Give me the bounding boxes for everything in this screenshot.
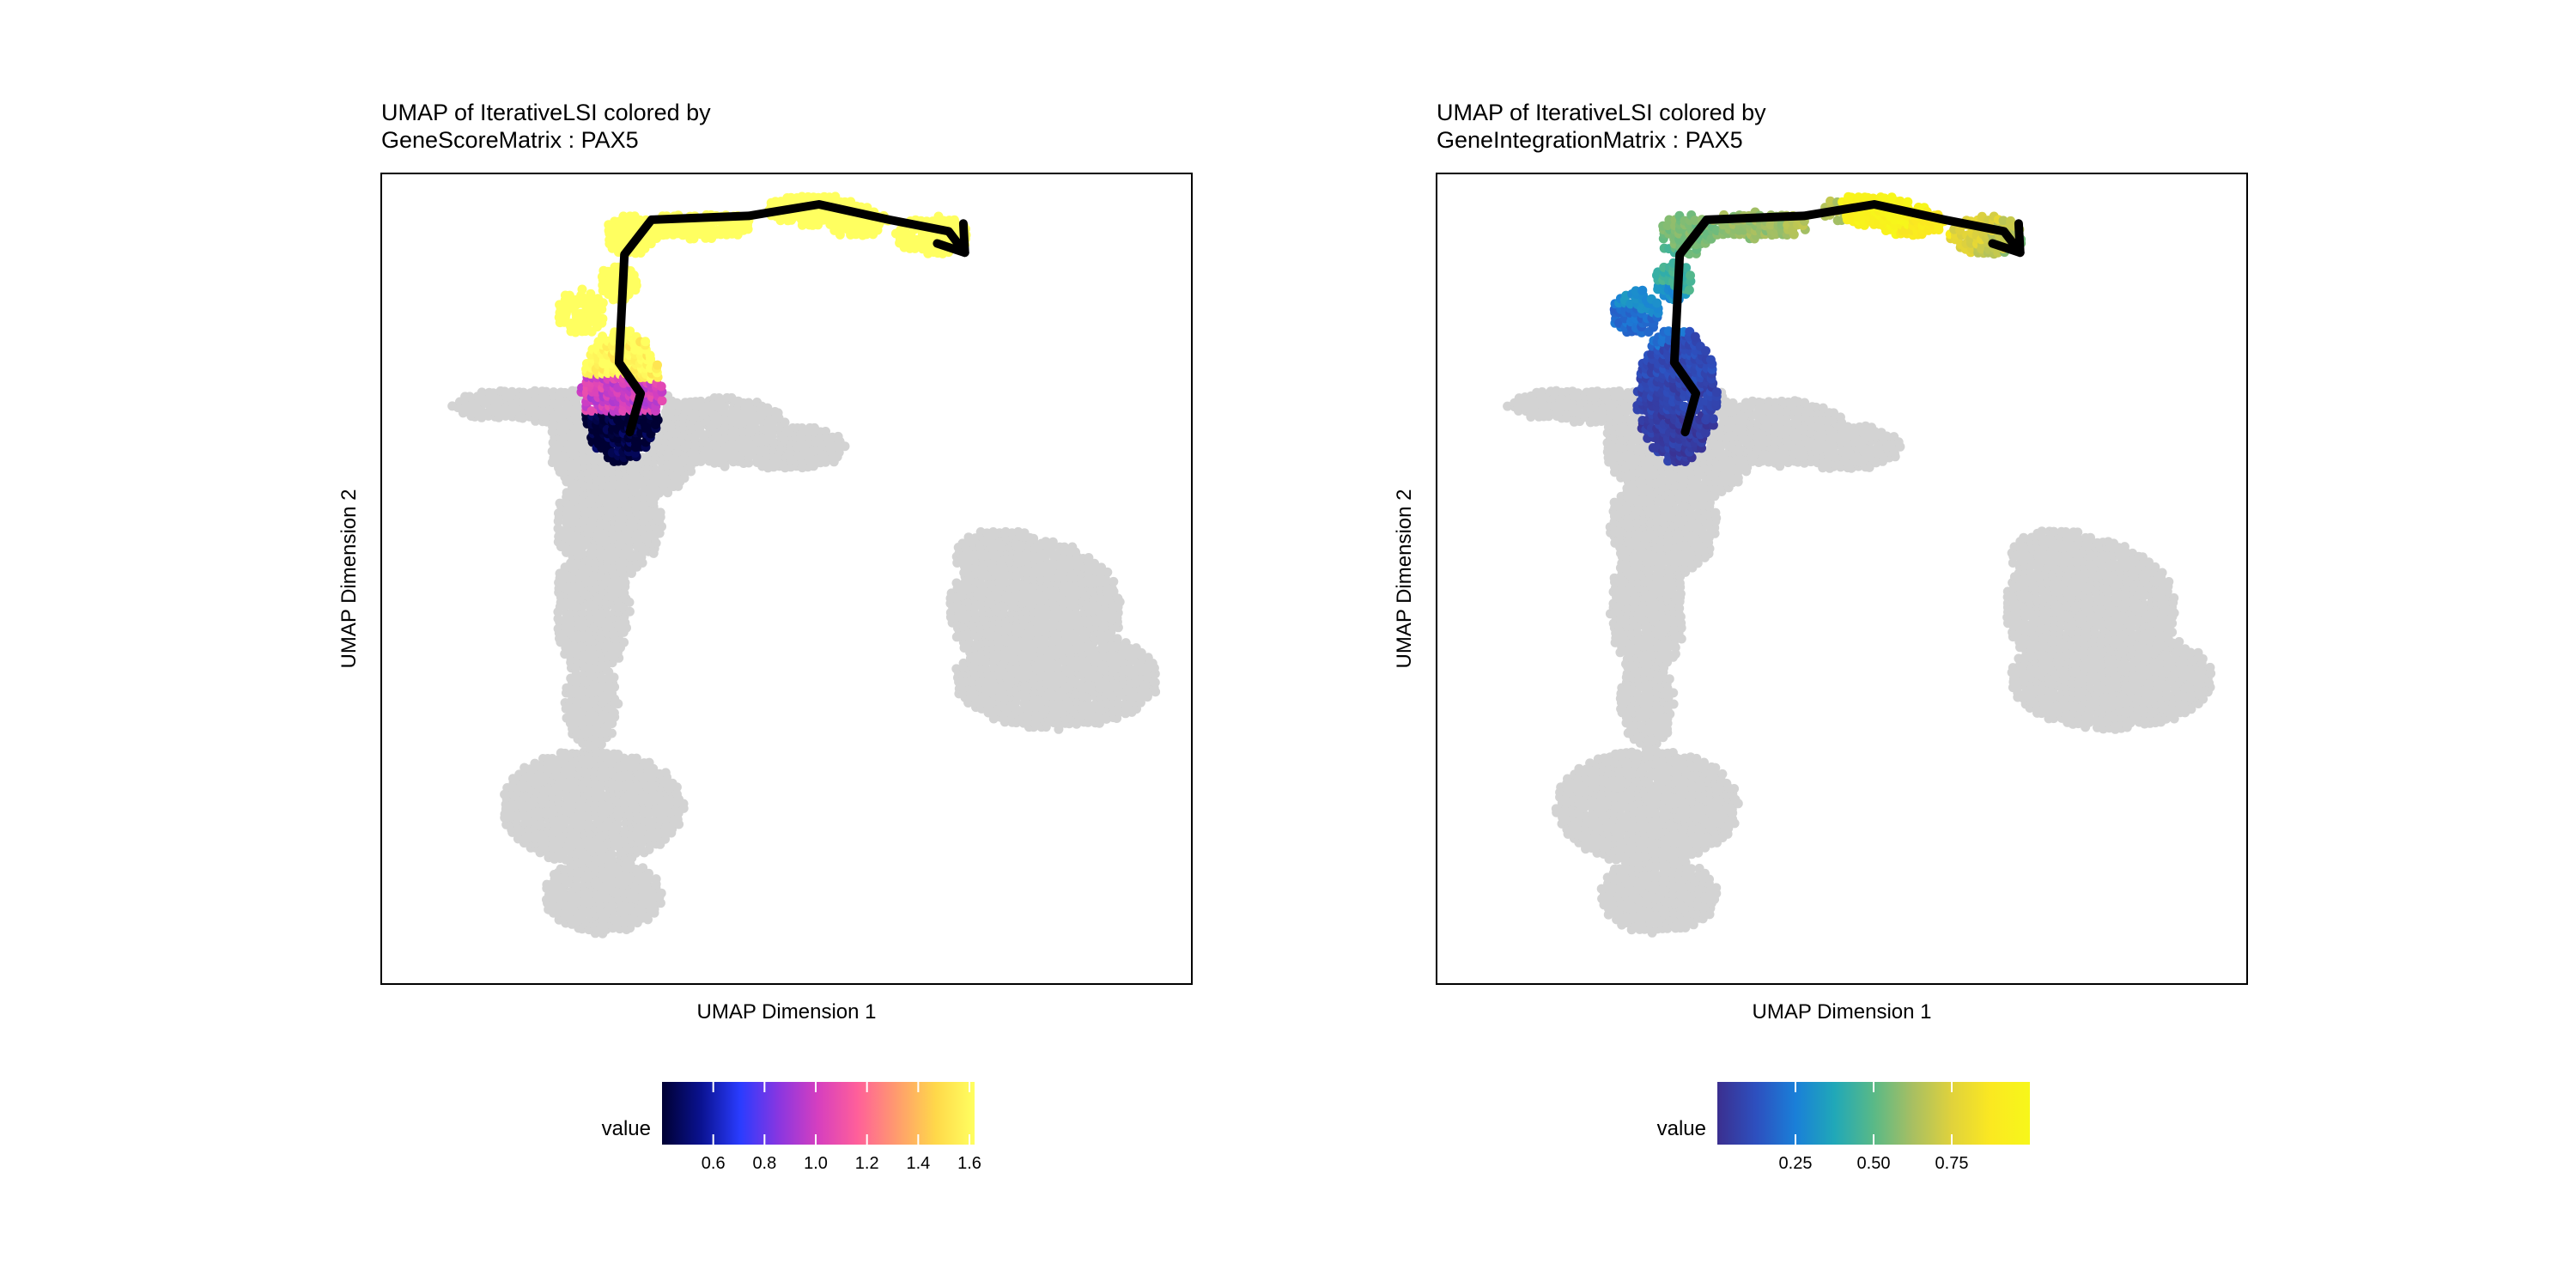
chart-title: UMAP of IterativeLSI colored by [381,100,711,125]
cell-point [646,350,655,360]
cell-point-background [1109,577,1118,586]
legend-tick-label: 1.2 [855,1154,879,1173]
cell-point [578,285,587,295]
cell-point-background [652,874,661,884]
cell-point [598,298,608,307]
cell-point [657,382,666,392]
cell-point-background [619,638,629,647]
legend-tick-label: 0.8 [752,1154,776,1173]
cell-point-background [613,699,623,708]
cell-point-background [661,768,671,777]
cell-point [641,337,650,346]
legend-tick-label: 1.6 [957,1154,981,1173]
chart-subtitle: GeneScoreMatrix : PAX5 [381,127,639,153]
cell-point-background [610,672,619,682]
cell-point-background [774,408,783,417]
cell-point-background [1103,568,1112,577]
x-axis-label: UMAP Dimension 1 [697,1000,877,1024]
umap-panel-gene-score: UMAP of IterativeLSI colored by GeneScor… [337,100,1192,1173]
chart-subtitle: GeneIntegrationMatrix : PAX5 [1437,127,1743,153]
cell-point-background [841,441,850,451]
legend-tick-label: 0.6 [702,1154,726,1173]
cell-point-background [625,598,635,607]
y-axis-label: UMAP Dimension 2 [337,489,361,669]
cell-point-background [1113,593,1122,603]
cell-point-background [1632,750,1642,759]
cell-point [598,314,607,324]
legend-tick-label: 1.0 [804,1154,828,1173]
legend-colorbar [662,1082,975,1145]
cell-point [629,270,639,280]
cell-point-background [1148,659,1157,668]
cell-point-background [625,607,635,617]
cell-point-background [679,799,689,809]
color-legend: value 0.6 0.8 1.0 1.2 1.4 1.6 [602,1082,981,1173]
chart-title: UMAP of IterativeLSI colored by [1437,100,1766,125]
legend-tick-label: 1.4 [906,1154,930,1173]
cell-point-background [607,729,617,738]
cell-point [653,361,662,370]
cell-points [447,191,1160,938]
cell-point-background [781,417,790,427]
cell-point-background [1029,534,1038,544]
cell-point-background [1071,548,1080,557]
cell-points [1503,192,2215,938]
umap-panel-gene-integration: UMAP of IterativeLSI colored by GeneInte… [1393,100,2247,1173]
cell-point [658,396,667,405]
cell-point-background [672,782,682,792]
cell-point-background [834,432,843,441]
legend-title: value [602,1117,651,1140]
cell-point-background [657,889,666,898]
cell-point-background [656,507,665,517]
cell-point-background [1113,634,1122,643]
